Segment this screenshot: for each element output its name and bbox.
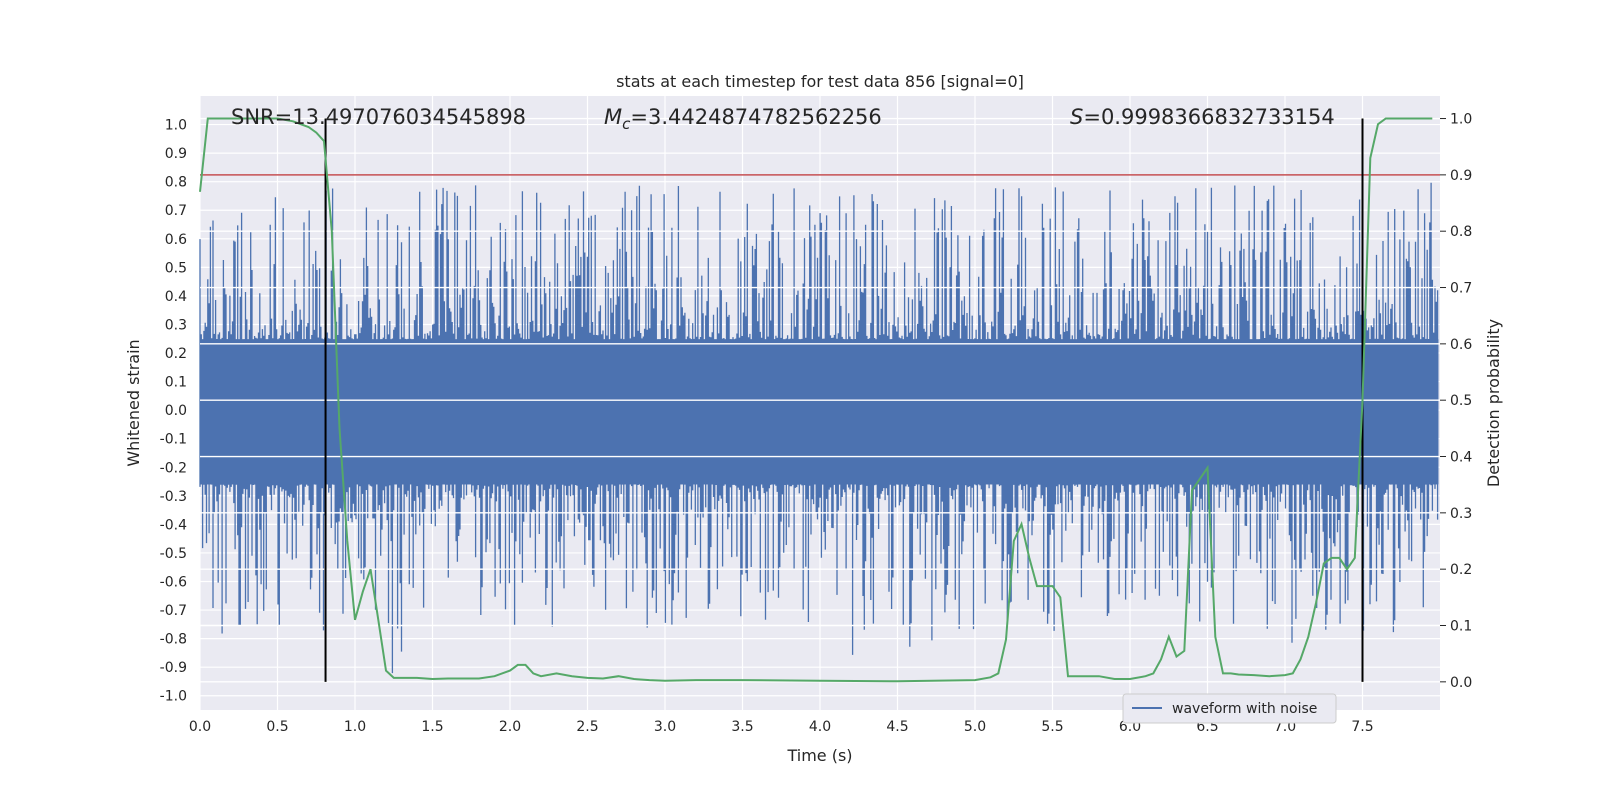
chirp-mass-symbol: M [604, 105, 622, 129]
y-tick-label: -0.2 [160, 460, 187, 476]
y-tick-label: -0.6 [160, 574, 187, 590]
y-right-tick-label: 0.7 [1450, 281, 1472, 297]
legend-label-waveform: waveform with noise [1172, 701, 1317, 717]
y-right-tick-label: 0.8 [1450, 224, 1472, 240]
y-tick-label: -0.9 [160, 660, 187, 676]
waveform-series [199, 182, 1439, 674]
x-tick-label: 3.5 [731, 719, 753, 735]
y-axis-right-label: Detection probability [1484, 319, 1503, 487]
score-annotation: S=0.9998366832733154 [1070, 105, 1335, 129]
x-tick-label: 1.0 [344, 719, 366, 735]
x-tick-label: 4.0 [809, 719, 831, 735]
y-tick-label: -0.7 [160, 603, 187, 619]
y-tick-label: 0.9 [165, 146, 187, 162]
overlay-lines [200, 117, 1440, 683]
y-right-tick-label: 0.1 [1450, 619, 1472, 635]
legend-box [1122, 693, 1337, 724]
y-right-tick-label: 0.3 [1450, 506, 1472, 522]
probability-series [199, 117, 1433, 683]
y-tick-label: 0.5 [165, 260, 187, 276]
y-tick-label: -0.8 [160, 632, 187, 648]
x-tick-label: 2.5 [576, 719, 598, 735]
y-tick-label: 0.1 [165, 375, 187, 391]
x-tick-label: 3.0 [654, 719, 676, 735]
y-tick-label: 0.4 [165, 289, 187, 305]
x-tick-label: 1.5 [421, 719, 443, 735]
x-tick-label: 0.0 [189, 719, 211, 735]
y-tick-label: 0.2 [165, 346, 187, 362]
y-tick-label: -0.4 [160, 517, 187, 533]
y-tick-label: -0.3 [160, 489, 187, 505]
x-tick-label: 0.5 [266, 719, 288, 735]
y-tick-label: -0.5 [160, 546, 187, 562]
chart-title: stats at each timestep for test data 856… [616, 72, 1024, 91]
y-right-tick-label: 1.0 [1450, 112, 1472, 128]
x-tick-label: 7.5 [1351, 719, 1373, 735]
y-right-tick-label: 0.0 [1450, 675, 1472, 691]
y-tick-label: 1.0 [165, 118, 187, 134]
y-tick-label: 0.7 [165, 203, 187, 219]
y-axis-label: Whitened strain [124, 339, 143, 466]
chirp-mass-annotation: Mc=3.4424874782562256 [604, 105, 882, 133]
x-tick-label: 4.5 [886, 719, 908, 735]
y-right-tick-label: 0.4 [1450, 450, 1472, 466]
snr-annotation: SNR=13.497076034545898 [231, 105, 526, 129]
score-symbol: S [1070, 105, 1083, 129]
chirp-mass-value: =3.4424874782562256 [630, 105, 881, 129]
legend: waveform with noise [1122, 693, 1337, 724]
y-tick-label: 0.3 [165, 317, 187, 333]
chirp-mass-subscript: c [622, 115, 631, 133]
score-value: =0.9998366832733154 [1083, 105, 1334, 129]
y-tick-label: 0.8 [165, 175, 187, 191]
y-tick-label: 0.0 [165, 403, 187, 419]
x-tick-label: 5.0 [964, 719, 986, 735]
y-tick-label: -1.0 [160, 689, 187, 705]
y-tick-label: 0.6 [165, 232, 187, 248]
x-axis-label: Time (s) [786, 746, 852, 765]
y-tick-label: -0.1 [160, 432, 187, 448]
detection-probability-line [199, 117, 1433, 683]
y-right-tick-label: 0.2 [1450, 562, 1472, 578]
x-tick-label: 2.0 [499, 719, 521, 735]
y-right-tick-label: 0.6 [1450, 337, 1472, 353]
x-tick-label: 5.5 [1041, 719, 1063, 735]
waveform-with-noise-line [199, 182, 1439, 674]
y-right-tick-label: 0.5 [1450, 393, 1472, 409]
y-right-tick-label: 0.9 [1450, 168, 1472, 184]
